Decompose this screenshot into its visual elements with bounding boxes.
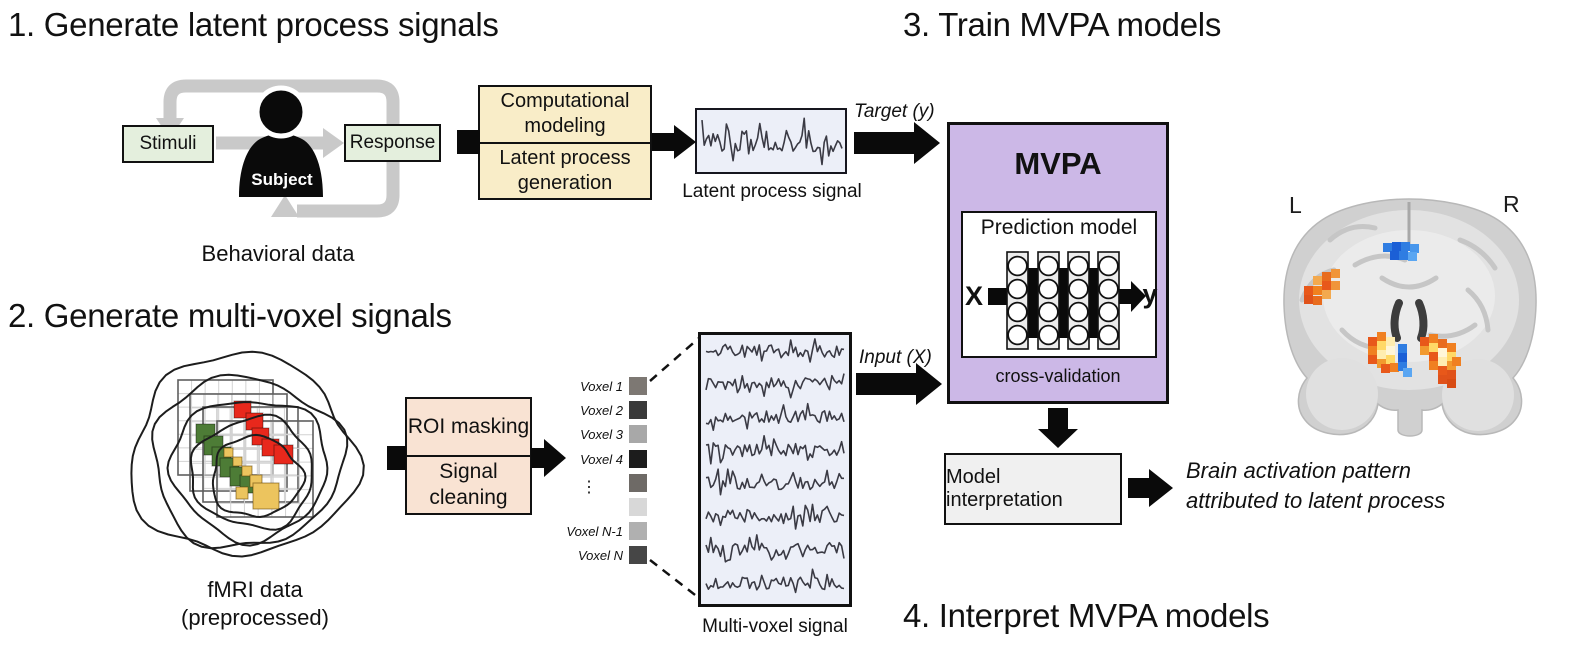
result-caption-line2: attributed to latent process: [1186, 488, 1446, 513]
stimuli-label: Stimuli: [139, 133, 197, 154]
nn-input-x-label: X: [964, 281, 983, 311]
voxel-square-6: [629, 498, 647, 516]
latent-process-generation-cell: Latent process generation: [480, 143, 650, 198]
voxel-square-5: [629, 474, 647, 492]
signal-cleaning-cell: Signal cleaning: [407, 457, 530, 513]
fmri-caption-line2: (preprocessed): [181, 605, 329, 630]
computational-modeling-cell: Computational modeling: [480, 87, 650, 144]
fmri-brain-sketch: [130, 350, 365, 558]
subject-icon: [239, 85, 323, 197]
input-x-label: Input (X): [859, 347, 932, 368]
nn-output-y-label: y: [1142, 279, 1158, 309]
computational-modeling-box: Computational modeling Latent process ge…: [478, 85, 652, 200]
model-interpretation-label: Model interpretation: [946, 466, 1063, 511]
voxel-square-2: [629, 401, 647, 419]
coronal-brain-map: [1283, 198, 1537, 437]
brain-right-label: R: [1503, 191, 1520, 217]
voxel-label-4: Voxel 4: [580, 452, 623, 467]
roi-masking-box: ROI masking Signal cleaning: [405, 397, 532, 515]
mvpa-title: MVPA: [1014, 146, 1102, 181]
roi-masking-cell: ROI masking: [407, 399, 530, 457]
voxel-square-4: [629, 450, 647, 468]
target-y-label: Target (y): [854, 101, 935, 122]
voxel-label-8: Voxel N: [577, 548, 623, 563]
stimuli-box: Stimuli: [122, 125, 214, 163]
response-box: Response: [344, 124, 441, 162]
brain-left-label: L: [1289, 192, 1302, 218]
voxel-label-1: Voxel 1: [580, 379, 623, 394]
voxel-square-7: [629, 522, 647, 540]
model-interpretation-box: Model interpretation: [944, 453, 1122, 525]
subject-label: Subject: [251, 170, 313, 189]
voxel-square-1: [629, 377, 647, 395]
voxel-label-7: Voxel N-1: [566, 524, 623, 539]
behavioral-data-caption: Behavioral data: [201, 241, 355, 266]
voxel-square-3: [629, 425, 647, 443]
cross-validation-label: cross-validation: [995, 366, 1121, 386]
voxel-square-8: [629, 546, 647, 564]
multivoxel-signal-box: [698, 332, 852, 607]
voxel-ellipsis: ⋮: [581, 479, 597, 496]
multivoxel-caption: Multi-voxel signal: [702, 616, 848, 637]
result-caption-line1: Brain activation pattern: [1186, 458, 1412, 483]
heading-step2: 2. Generate multi-voxel signals: [8, 297, 452, 334]
heading-step4: 4. Interpret MVPA models: [903, 597, 1270, 634]
voxel-label-2: Voxel 2: [580, 403, 623, 418]
voxel-label-3: Voxel 3: [580, 427, 623, 442]
latent-signal-box: [695, 108, 847, 174]
heading-step3: 3. Train MVPA models: [903, 6, 1222, 43]
response-label: Response: [349, 132, 436, 153]
fmri-caption-line1: fMRI data: [207, 577, 303, 602]
heading-step1: 1. Generate latent process signals: [8, 6, 499, 43]
latent-signal-caption: Latent process signal: [682, 181, 862, 202]
prediction-model-title: Prediction model: [980, 216, 1138, 239]
